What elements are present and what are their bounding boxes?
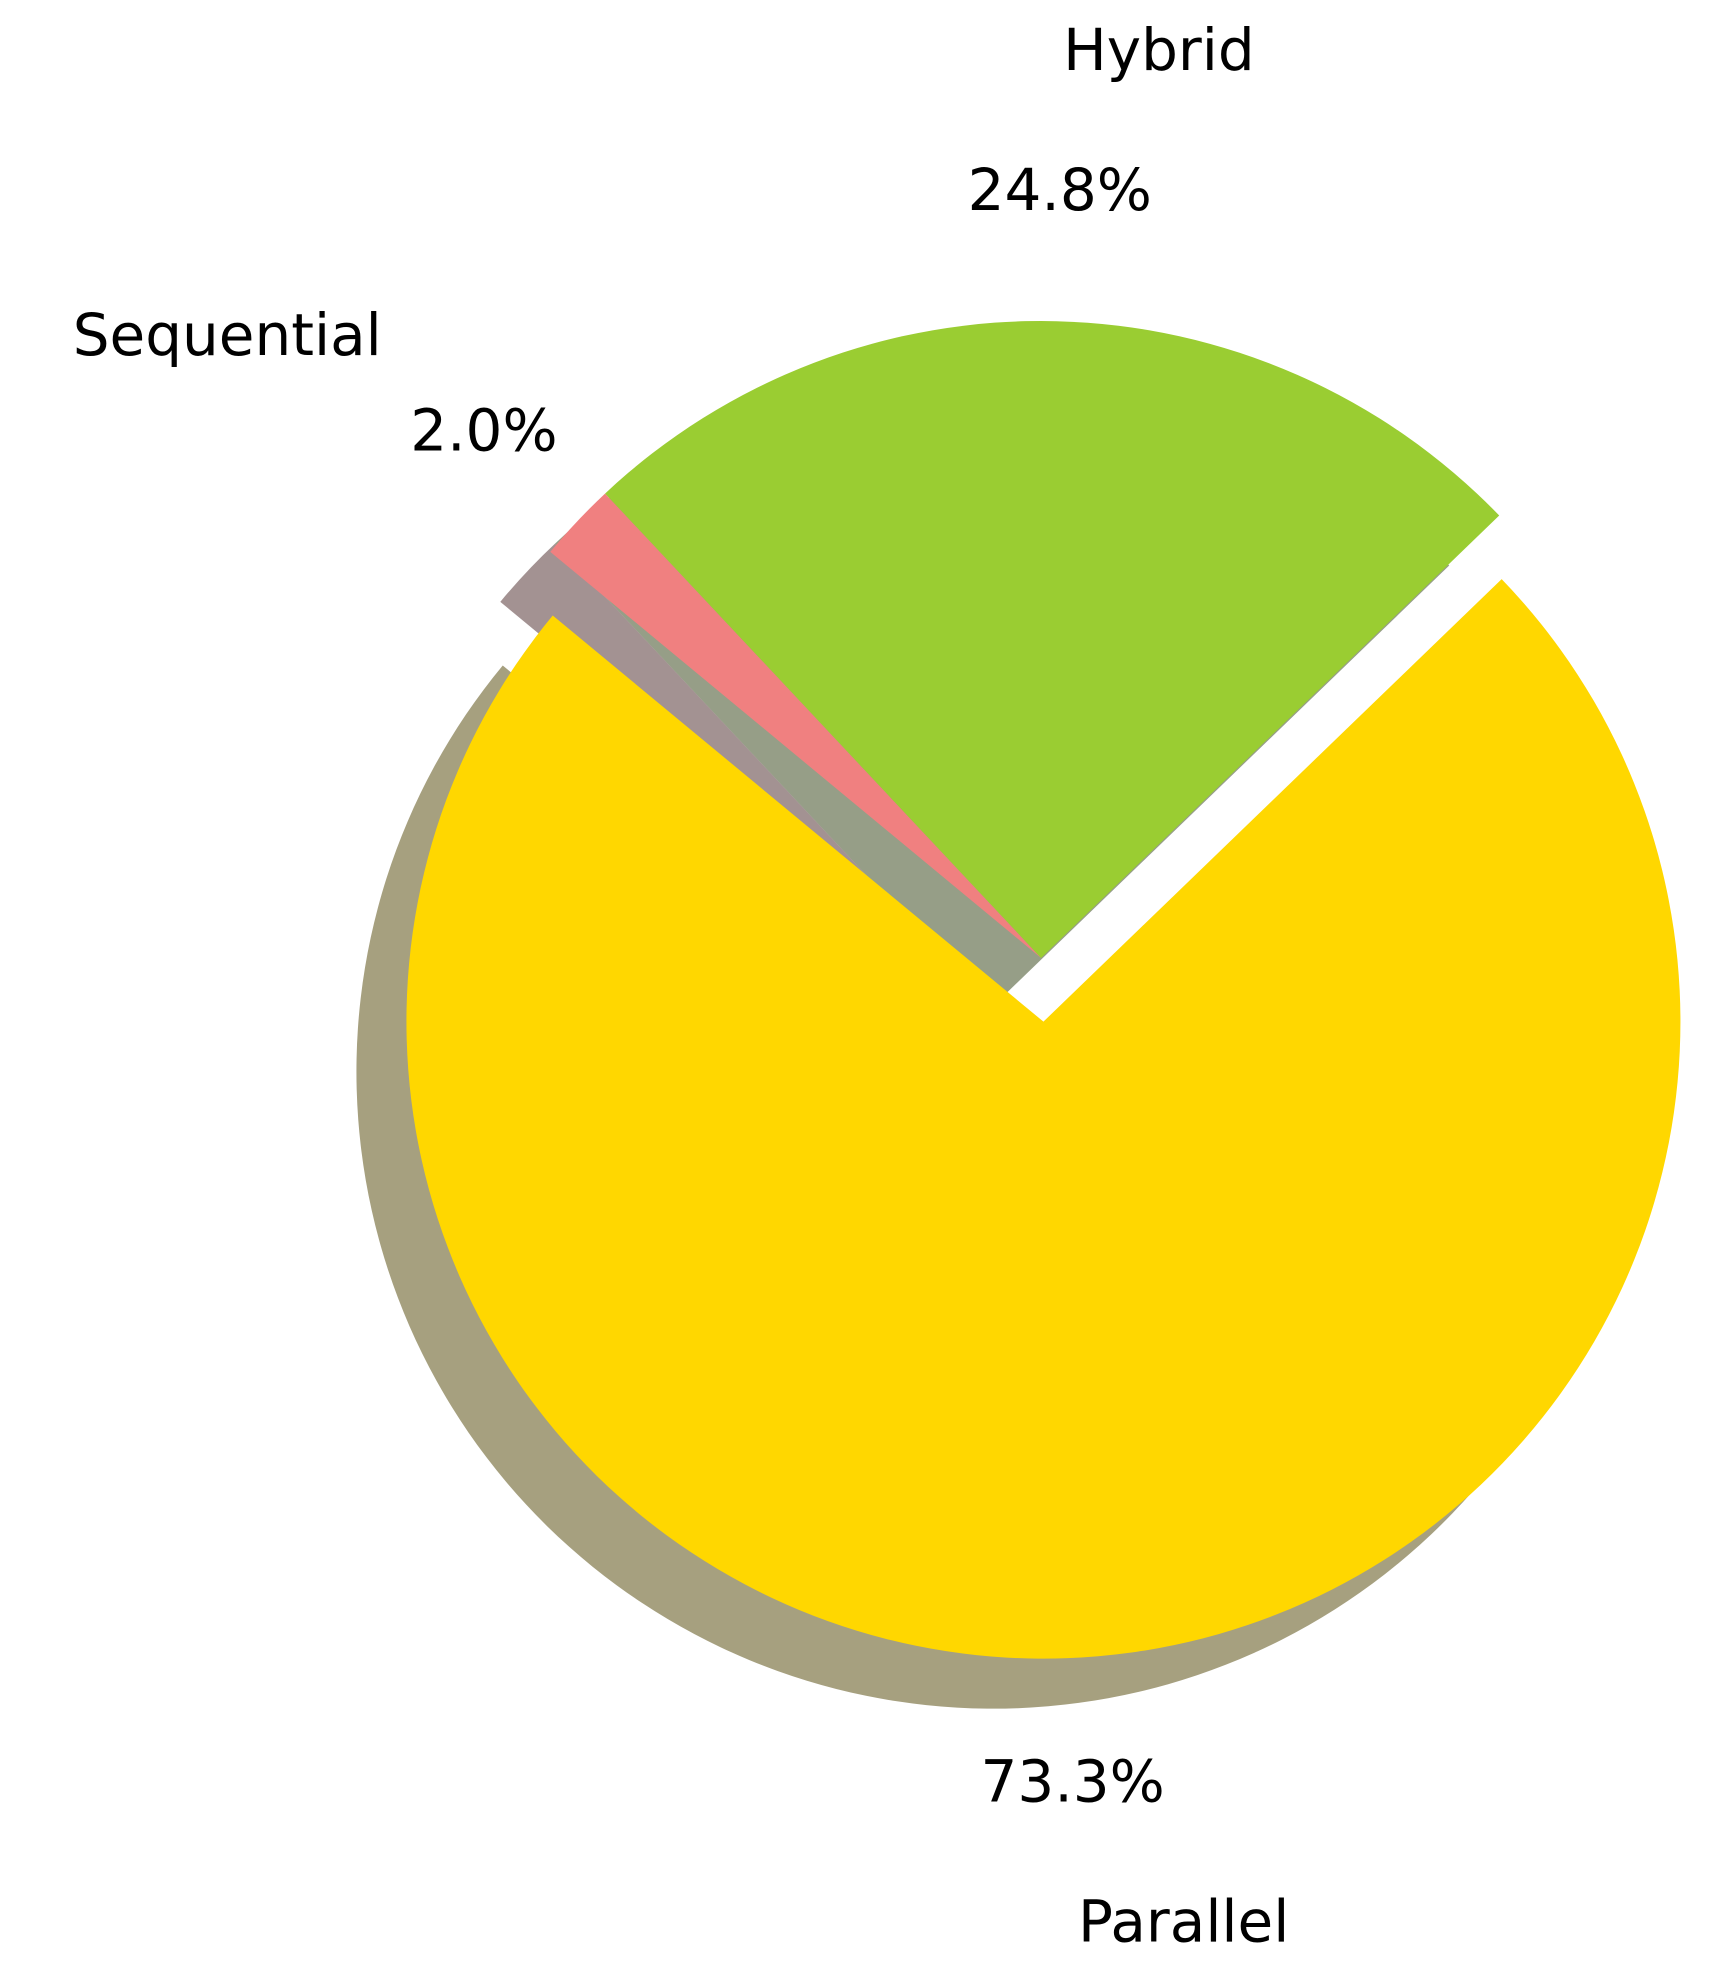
value-label: 2.0% [410,397,557,465]
pie-slice [605,321,1500,959]
category-label: Parallel [1078,1888,1289,1956]
pie-slice [406,579,1681,1659]
category-label: Hybrid [1063,16,1255,84]
value-label: 24.8% [968,156,1152,224]
value-label: 73.3% [981,1748,1165,1816]
category-label: Sequential [73,301,382,369]
pie-slice [550,493,1041,958]
